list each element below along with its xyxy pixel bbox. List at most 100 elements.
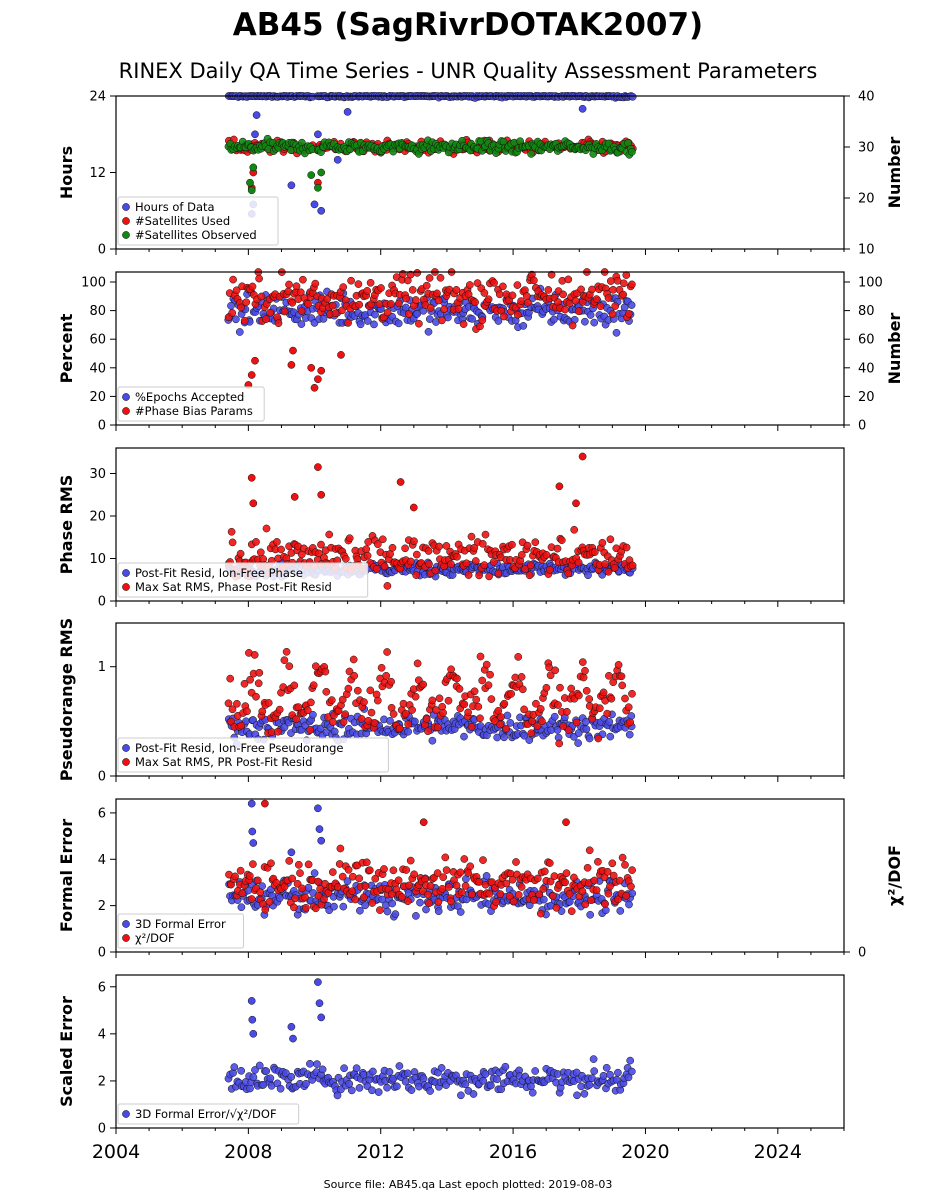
data-point bbox=[610, 564, 619, 572]
x-tick-label: 2008 bbox=[224, 1141, 272, 1163]
data-point bbox=[319, 315, 328, 323]
data-point bbox=[605, 717, 614, 726]
data-point bbox=[298, 884, 306, 893]
legend: 3D Formal Error/√χ²/DOF bbox=[117, 1103, 300, 1125]
data-point bbox=[559, 722, 568, 730]
data-point bbox=[410, 870, 418, 879]
data-point bbox=[570, 873, 578, 882]
data-point bbox=[595, 704, 604, 713]
data-point bbox=[525, 571, 534, 580]
data-point bbox=[435, 694, 444, 703]
data-point bbox=[280, 723, 289, 732]
data-point-outlier bbox=[287, 361, 296, 369]
data-point bbox=[416, 898, 424, 907]
data-point-outlier bbox=[572, 499, 580, 508]
data-point bbox=[628, 689, 636, 698]
data-point bbox=[255, 668, 264, 677]
data-point bbox=[454, 305, 463, 313]
data-point bbox=[568, 321, 577, 330]
data-point bbox=[551, 666, 560, 675]
data-point bbox=[408, 286, 417, 294]
data-point bbox=[406, 856, 415, 865]
data-point bbox=[336, 844, 345, 853]
data-point bbox=[359, 893, 368, 902]
panel-percent: 0 20 40 60 80 100 0 20 40 60 80 100 Percent Number %Ep… bbox=[57, 268, 904, 434]
panel-scaled-error: 2004 2008 2012 2016 2020 2024 0 2 4 6 Scaled Error… bbox=[57, 974, 845, 1163]
y-tick-label: 30 bbox=[89, 467, 106, 482]
data-point bbox=[233, 699, 241, 708]
data-point bbox=[403, 1069, 412, 1078]
data-point bbox=[227, 527, 236, 536]
data-point bbox=[368, 899, 377, 907]
data-point bbox=[531, 538, 540, 547]
data-point bbox=[349, 655, 358, 664]
data-point-outlier bbox=[247, 186, 256, 195]
data-point bbox=[609, 285, 617, 294]
data-point bbox=[539, 895, 548, 904]
y-tick-label: 4 bbox=[98, 1027, 106, 1042]
data-point bbox=[435, 542, 444, 551]
data-point bbox=[303, 706, 312, 715]
data-point bbox=[245, 872, 254, 880]
data-point bbox=[604, 294, 613, 302]
data-point bbox=[411, 296, 420, 304]
data-point bbox=[579, 673, 588, 682]
legend-box bbox=[117, 737, 389, 773]
data-point bbox=[377, 284, 385, 292]
data-point bbox=[608, 310, 617, 318]
data-point bbox=[439, 708, 447, 717]
legend-label: 3D Formal Error/√χ²/DOF bbox=[135, 1107, 277, 1121]
data-point bbox=[264, 699, 273, 707]
data-point bbox=[464, 708, 472, 717]
data-point bbox=[341, 554, 350, 563]
data-point-outlier bbox=[317, 206, 326, 215]
data-point-outlier bbox=[317, 490, 326, 499]
data-point bbox=[624, 703, 633, 712]
data-point bbox=[393, 1082, 401, 1091]
data-point bbox=[424, 327, 433, 336]
data-point bbox=[404, 727, 412, 736]
data-point bbox=[542, 683, 551, 692]
data-point bbox=[274, 727, 282, 736]
data-point bbox=[380, 562, 389, 571]
data-point-outlier bbox=[251, 356, 259, 365]
data-point bbox=[230, 1063, 239, 1071]
y-tick-label-right: 10 bbox=[858, 243, 875, 258]
legend-marker bbox=[122, 203, 130, 211]
data-point bbox=[604, 567, 613, 576]
data-point bbox=[526, 561, 535, 570]
data-point bbox=[438, 316, 446, 325]
data-point bbox=[514, 653, 523, 661]
data-point bbox=[313, 1060, 321, 1068]
data-point bbox=[615, 876, 624, 885]
data-point bbox=[497, 713, 505, 721]
legend-marker bbox=[122, 217, 130, 225]
data-point bbox=[574, 739, 582, 747]
data-point bbox=[262, 1067, 271, 1075]
series-3-1 bbox=[224, 647, 636, 748]
data-point bbox=[243, 707, 251, 716]
data-point bbox=[493, 1075, 501, 1084]
data-point bbox=[456, 868, 465, 877]
data-point bbox=[476, 714, 484, 723]
data-point bbox=[622, 891, 631, 900]
data-point bbox=[402, 294, 410, 303]
data-point bbox=[350, 671, 359, 680]
data-point bbox=[404, 310, 413, 318]
data-point bbox=[258, 707, 267, 716]
data-point bbox=[444, 696, 453, 705]
data-point bbox=[340, 1064, 348, 1073]
data-point bbox=[345, 534, 354, 543]
data-point bbox=[470, 543, 479, 552]
data-point bbox=[487, 695, 496, 703]
data-point-outlier bbox=[248, 827, 257, 836]
y-tick-label: 0 bbox=[98, 595, 106, 610]
data-point bbox=[627, 712, 636, 720]
y-tick-label-right: 30 bbox=[858, 141, 875, 156]
data-point bbox=[564, 569, 573, 578]
data-point bbox=[395, 1062, 404, 1070]
data-point bbox=[228, 309, 237, 317]
data-point bbox=[500, 699, 509, 708]
data-point bbox=[408, 706, 416, 714]
